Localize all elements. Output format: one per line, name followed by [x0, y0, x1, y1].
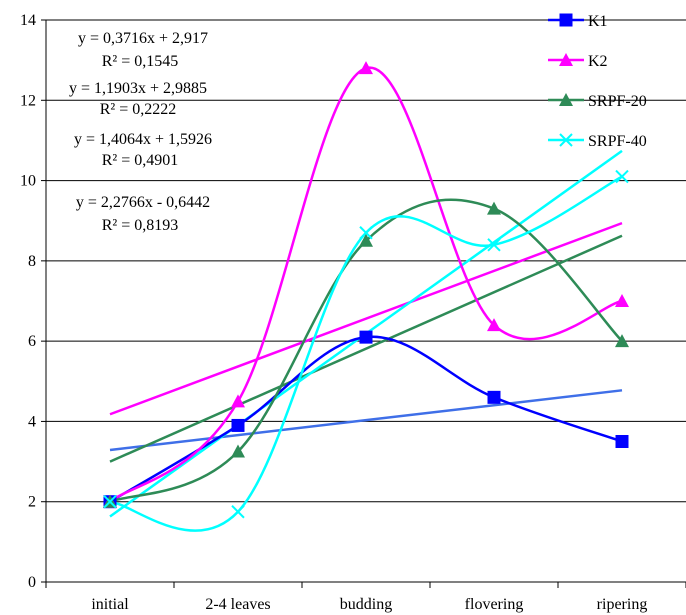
annotation-equation-2: y = 1,1903x + 2,9885 [69, 80, 207, 97]
legend-marker-srpf-40-stroke-b [559, 133, 573, 147]
trendline-srpf-20 [109, 234, 623, 463]
x-tick-label-4: flovering [465, 596, 524, 613]
legend-label-k2: K2 [588, 53, 608, 70]
y-tick-labels: 0 2 4 6 8 10 12 14 [20, 12, 36, 591]
point-srpf-40-2 [231, 505, 245, 519]
point-srpf-40-1 [103, 495, 117, 509]
y-tick-label-2: 2 [28, 494, 36, 511]
point-srpf-40-5 [615, 169, 629, 184]
x-tick-label-3: budding [340, 596, 392, 613]
point-k1-2 [231, 418, 245, 432]
point-srpf-20-2 [231, 444, 245, 458]
legend-item-srpf-40: SRPF-40 [548, 133, 647, 150]
point-k2-5 [615, 294, 629, 307]
point-srpf-40-4 [487, 238, 501, 252]
legend-marker-srpf-40 [559, 133, 573, 147]
x-tick-label-1: initial [91, 596, 129, 613]
legend-marker-k1 [559, 13, 573, 27]
annotation-r2-2: R² = 0,2222 [100, 101, 177, 118]
y-tick-label-6: 6 [28, 333, 36, 350]
point-srpf-20-3 [359, 233, 373, 247]
y-tick-label-8: 8 [28, 253, 36, 270]
point-srpf-40-3-stroke-b [359, 226, 373, 240]
annotation-equation-4: y = 2,2766x - 0,6442 [76, 194, 210, 211]
x-tick-label-2: 2-4 leaves [205, 596, 270, 613]
y-tick-label-0: 0 [28, 574, 36, 591]
point-srpf-40-2-stroke-b [231, 505, 245, 519]
point-srpf-20-4 [487, 201, 501, 215]
annotation-r2-1: R² = 0,1545 [102, 53, 179, 70]
legend: K1 K2 SRPF-20 SRPF-40 [548, 13, 647, 150]
x-tick-label-5: ripering [597, 596, 648, 613]
point-srpf-40-3 [359, 226, 373, 240]
trendline-k2 [109, 221, 623, 416]
y-tick-label-12: 12 [20, 92, 36, 109]
point-k2-4 [487, 318, 501, 332]
series-line-srpf-40 [109, 175, 623, 532]
x-tick-labels: initial 2-4 leaves budding flovering riperin… [91, 596, 647, 613]
annotation-equation-3: y = 1,4064x + 1,5926 [74, 131, 212, 148]
legend-marker-srpf-20 [559, 93, 573, 106]
point-k1-3 [359, 330, 373, 344]
axes [41, 19, 686, 588]
point-srpf-40-5-stroke-b [615, 169, 629, 184]
annotation-r2-3: R² = 0,4901 [102, 152, 179, 169]
legend-item-k2: K2 [548, 53, 608, 70]
point-srpf-40-1-stroke-b [103, 495, 117, 509]
legend-label-srpf-40: SRPF-40 [588, 133, 647, 150]
annotation-r2-4: R² = 0,8193 [102, 217, 179, 234]
legend-item-srpf-20: SRPF-20 [548, 93, 647, 110]
annotation-equation-1: y = 0,3716x + 2,917 [78, 30, 208, 47]
y-tick-label-10: 10 [20, 173, 36, 190]
y-tick-label-4: 4 [28, 413, 36, 430]
y-tick-label-14: 14 [20, 12, 36, 29]
point-k2-2 [231, 394, 245, 408]
trendline-annotations: y = 0,3716x + 2,917 R² = 0,1545 y = 1,19… [69, 30, 212, 234]
legend-item-k1: K1 [548, 13, 608, 30]
data-markers [103, 61, 629, 519]
point-k1-5 [615, 435, 629, 448]
legend-label-k1: K1 [588, 13, 608, 30]
point-srpf-40-4-stroke-b [487, 238, 501, 252]
trendline-k1 [109, 389, 623, 452]
legend-label-srpf-20: SRPF-20 [588, 93, 647, 110]
legend-marker-k2 [559, 53, 573, 66]
point-k1-4 [487, 390, 501, 404]
point-srpf-20-5 [615, 334, 629, 348]
point-k2-3 [359, 61, 373, 75]
